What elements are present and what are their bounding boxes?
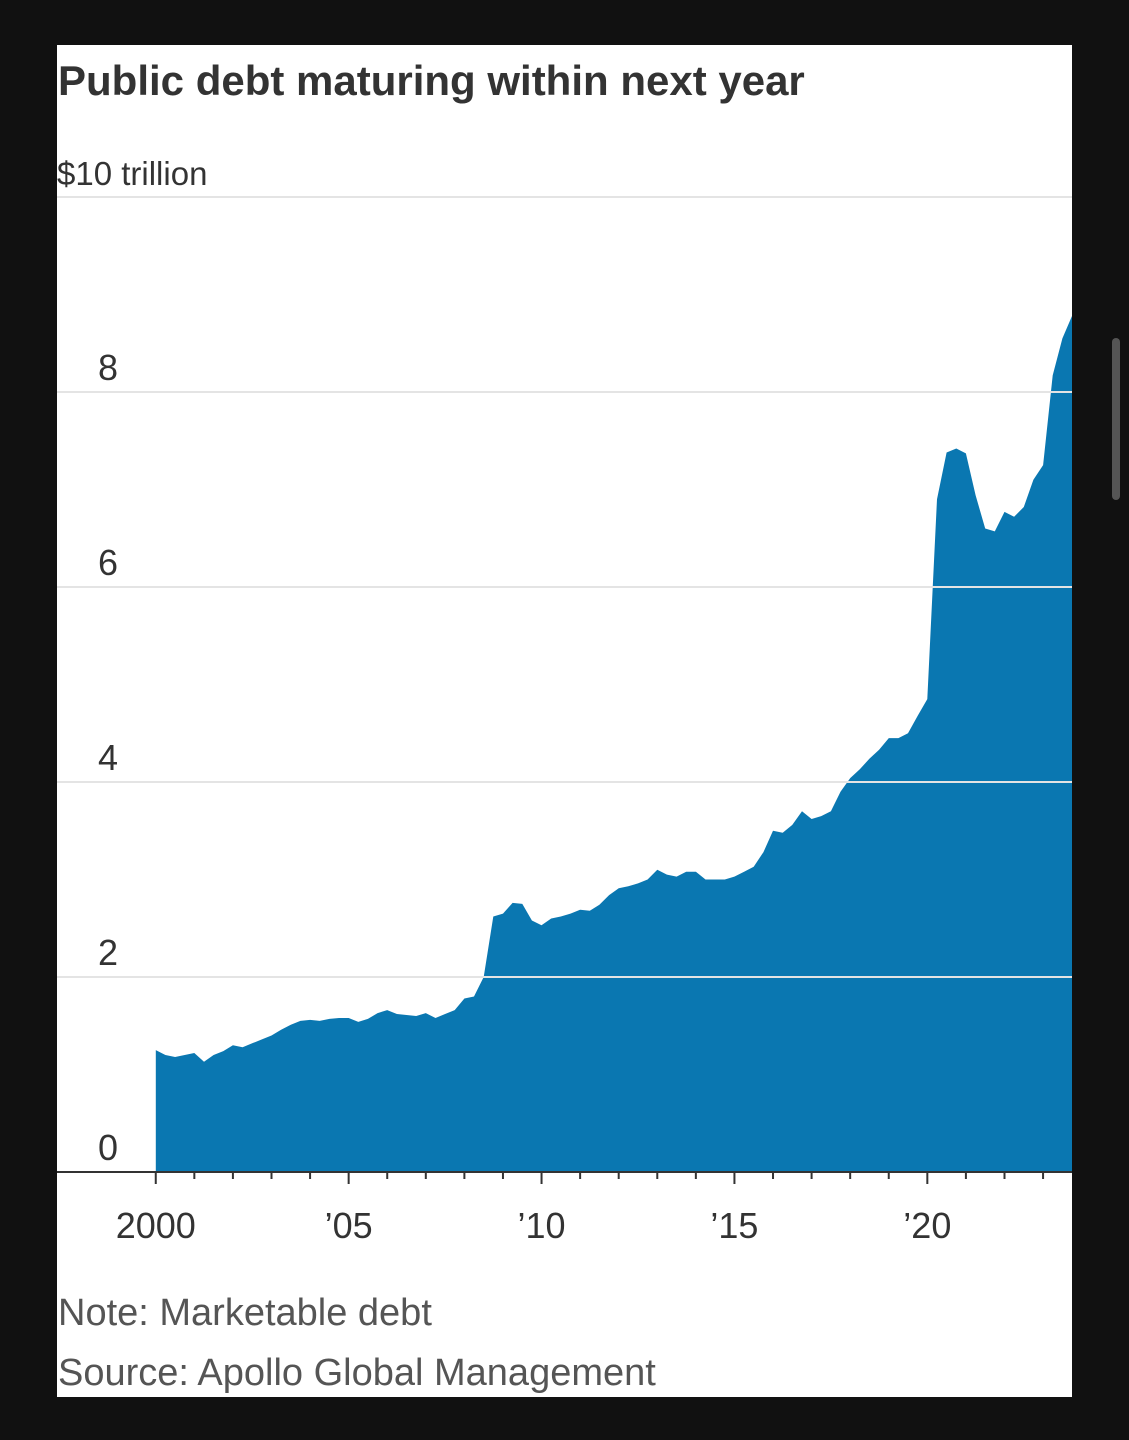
area	[155, 316, 1073, 1172]
x-tick-label: ’15	[710, 1205, 758, 1246]
x-tick-label: 2000	[116, 1205, 196, 1246]
y-tick-label: 8	[98, 347, 118, 388]
source: Source: Apollo Global Management	[58, 1352, 656, 1394]
x-tick-label: ’05	[325, 1205, 373, 1246]
x-tick-label: ’10	[518, 1205, 566, 1246]
chart-title: Public debt maturing within next year	[58, 57, 805, 104]
y-tick-label: 4	[98, 737, 118, 778]
note: Note: Marketable debt	[58, 1292, 432, 1334]
y-tick-label: 0	[98, 1127, 118, 1168]
y-tick-label: 2	[98, 932, 118, 973]
x-tick-label: ’20	[903, 1205, 951, 1246]
y-tick-label: $10 trillion	[57, 155, 207, 192]
y-tick-label: 6	[98, 542, 118, 583]
scrollbar[interactable]	[1112, 338, 1120, 500]
